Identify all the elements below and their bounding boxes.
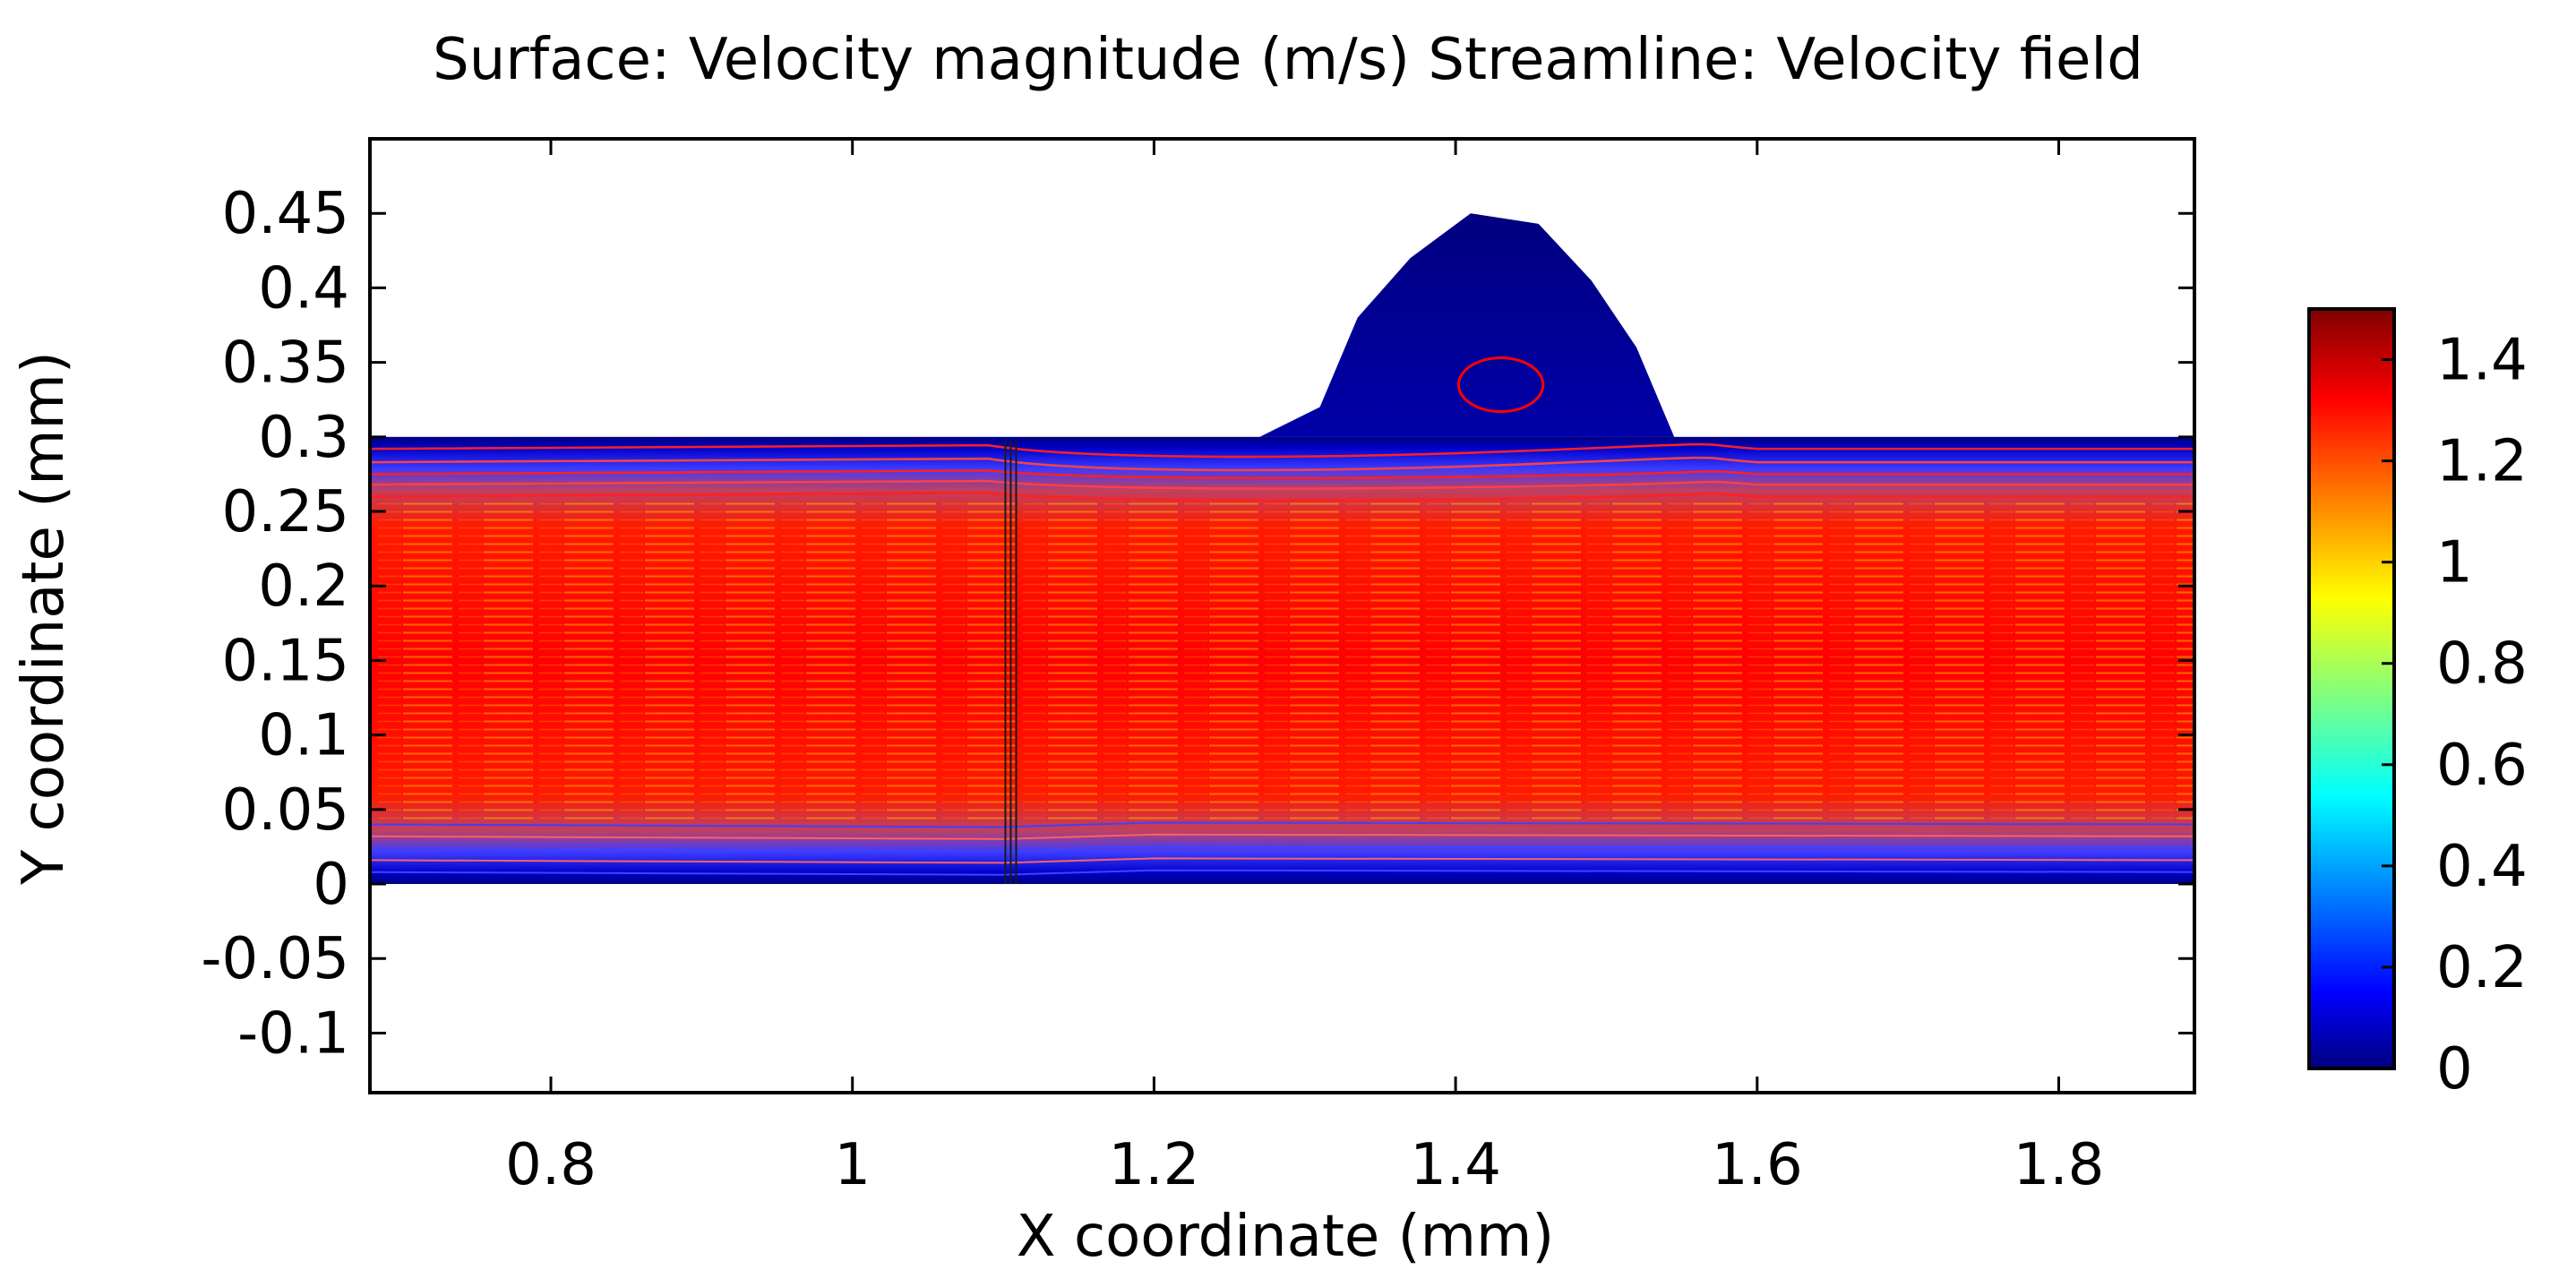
y-axis-label: Y coordinate (mm) [11,351,77,886]
y-tick-label: 0.05 [222,777,350,844]
streamlines [370,442,2194,876]
colorbar-tick-label: 0.6 [2436,733,2528,799]
y-tick-label: 0 [313,852,349,918]
y-tick-label: -0.05 [201,926,349,992]
channel-streamline-texture [370,499,2194,822]
x-tick-label: 1.8 [2014,1132,2105,1198]
y-tick-label: -0.1 [237,1000,349,1067]
x-tick-label: 0.8 [505,1132,597,1198]
x-tick-label: 1.4 [1410,1132,1501,1198]
streamline-bottom [370,833,2194,840]
y-tick-label: 0.15 [222,628,350,694]
x-tick-label: 1.6 [1712,1132,1803,1198]
streamline-top [370,442,2194,459]
streamline-bottom [370,869,2194,876]
colorbar-tick-label: 1.4 [2436,328,2528,394]
y-tick-label: 0.25 [222,479,350,545]
colorbar-tick-label: 1 [2436,530,2473,596]
y-tick-label: 0.1 [258,703,349,769]
y-tick-label: 0.35 [222,330,350,397]
chart-title: Surface: Velocity magnitude (m/s) Stream… [433,27,2143,93]
streamline-bottom [370,857,2194,864]
colorbar-tick-label: 0 [2436,1036,2473,1103]
plot-frame [368,137,2196,1094]
x-tick-label: 1.2 [1109,1132,1200,1198]
x-axis-label: X coordinate (mm) [1017,1204,1555,1270]
streamline-top [370,479,2194,490]
cavity-bump-surface [1259,213,1675,437]
colorbar-ticks: 1.4 1.2 1 0.8 0.6 0.4 0.2 0 [2382,328,2528,1103]
vertical-wall [1004,440,1018,885]
colorbar-tick-label: 0.8 [2436,631,2528,698]
field-layer [370,213,2194,885]
vortex-streamline [1456,356,1545,414]
colorbar-tick-label: 0.2 [2436,935,2528,1001]
y-tick-label: 0.3 [258,405,349,471]
colorbar-tick-label: 1.2 [2436,429,2528,495]
x-axis-ticks: 0.8 1 1.2 1.4 1.6 1.8 [505,139,2104,1198]
streamline-top [370,492,2194,502]
x-tick-label: 1 [834,1132,871,1198]
streamline-top [370,469,2194,480]
streamline-bottom [370,821,2194,828]
y-tick-label: 0.2 [258,553,349,620]
streamline-bottom [370,845,2194,853]
y-axis-ticks: 0.45 0.4 0.35 0.3 0.25 0.2 0.15 0.1 0.05 0 -0.05 -0… [201,181,2194,1067]
y-tick-label: 0.45 [222,181,350,247]
colorbar [2307,307,2396,1070]
colorbar-tick-label: 0.4 [2436,834,2528,900]
y-tick-label: 0.4 [258,255,349,322]
streamline-top [370,456,2194,472]
